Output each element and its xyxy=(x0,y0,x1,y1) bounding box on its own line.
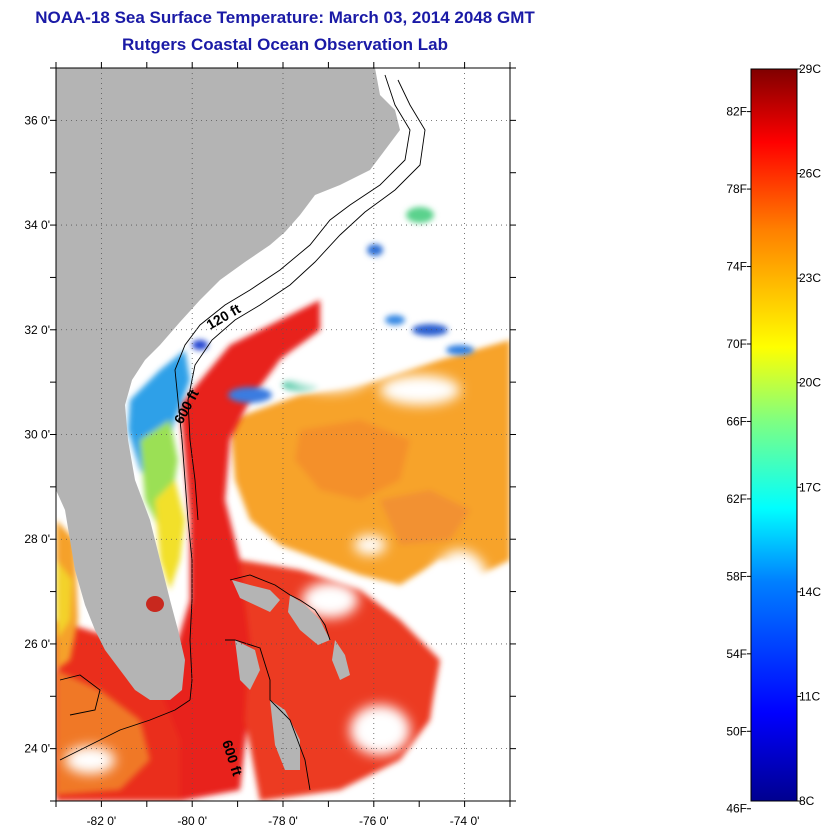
lat-tick-label: 26 0' xyxy=(24,637,50,651)
cloud-patches xyxy=(65,348,500,774)
land-mainland xyxy=(56,68,400,700)
lon-tick-label: -76 0' xyxy=(359,814,389,828)
map-axes: -82 0' -80 0' -78 0' -76 0' -74 0' 36 0' 34 0'… xyxy=(24,62,516,828)
lat-tick-label: 24 0' xyxy=(24,742,50,756)
lat-tick-label: 36 0' xyxy=(24,113,50,127)
lat-tick-label: 28 0' xyxy=(24,532,50,546)
map-title: NOAA-18 Sea Surface Temperature: March 0… xyxy=(35,8,535,27)
map-subtitle: Rutgers Coastal Ocean Observation Lab xyxy=(122,35,448,54)
lat-tick-label: 34 0' xyxy=(24,218,50,232)
lon-tick-label: -80 0' xyxy=(177,814,207,828)
lon-tick-label: -78 0' xyxy=(268,814,298,828)
land-bahamas xyxy=(232,580,350,770)
graticule xyxy=(56,68,510,801)
lat-tick-label: 32 0' xyxy=(24,323,50,337)
lon-tick-label: -82 0' xyxy=(87,814,117,828)
lake-okeechobee xyxy=(146,596,164,612)
cool-shelf-water xyxy=(128,350,190,590)
lat-tick-label: 30 0' xyxy=(24,428,50,442)
lon-tick-label: -74 0' xyxy=(450,814,480,828)
